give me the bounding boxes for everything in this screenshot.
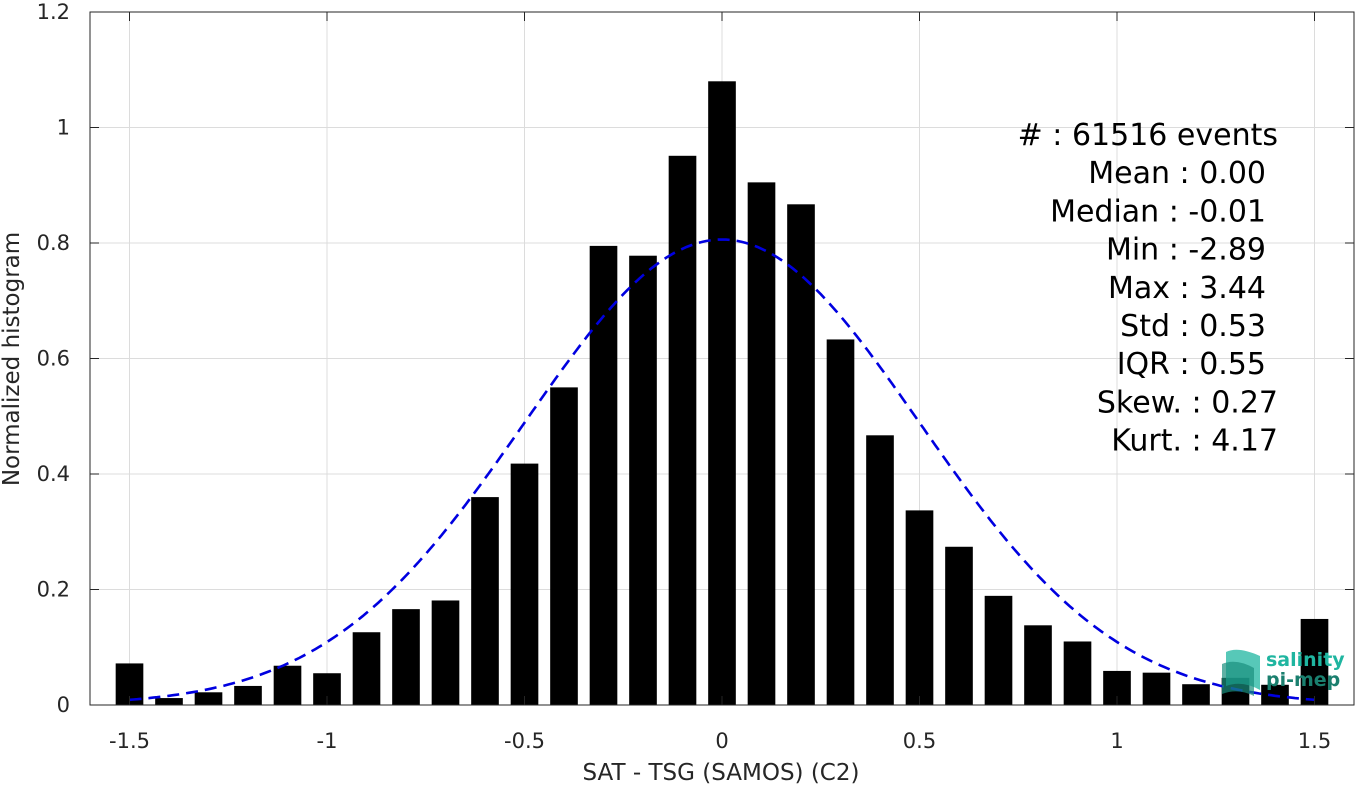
histogram-bar [234, 685, 262, 705]
y-tick-label: 0 [57, 693, 70, 717]
histogram-bar [747, 182, 776, 706]
stats-line: Mean : 0.00 [1088, 156, 1266, 191]
x-tick-label: 0.5 [903, 729, 936, 753]
stats-line: Min : -2.89 [1106, 233, 1266, 268]
histogram-bar [589, 245, 618, 705]
histogram-bar [431, 600, 460, 705]
histogram-bar [905, 510, 934, 705]
axis-ticks [90, 11, 1354, 706]
logo-wave-icon [1222, 649, 1260, 696]
y-tick-label: 1.2 [37, 0, 70, 24]
histogram-bar [629, 255, 657, 705]
histogram-bar [155, 698, 183, 705]
y-tick-label: 0.4 [37, 462, 70, 486]
histogram-bar [1300, 618, 1329, 705]
histogram-bar [1024, 625, 1052, 705]
histogram-bar [471, 497, 499, 705]
histogram-bar [866, 435, 894, 705]
histogram-bar [1142, 672, 1171, 705]
stats-line: Std : 0.53 [1120, 309, 1266, 344]
x-tick-label: -1.5 [109, 729, 150, 753]
histogram-bar [510, 463, 539, 705]
x-tick-label: -1 [317, 729, 338, 753]
histogram-bar [826, 339, 855, 705]
gaussian-fit-curve [129, 238, 1315, 702]
histogram-bar [668, 155, 697, 706]
histogram-bars [115, 81, 1329, 706]
histogram-bar [194, 692, 223, 705]
histogram-bar [1182, 684, 1210, 705]
stats-line: Median : -0.01 [1050, 194, 1266, 229]
stats-line: Kurt. : 4.17 [1111, 424, 1278, 459]
y-tick-label: 0.2 [37, 578, 70, 602]
y-axis-label: Normalized histogram [0, 232, 25, 486]
x-tick-label: 1.5 [1298, 729, 1331, 753]
x-tick-label: 1 [1110, 729, 1123, 753]
logo-line2: pi-mep [1266, 669, 1340, 691]
stats-line: Skew. : 0.27 [1097, 385, 1278, 420]
y-tick-label: 0.6 [37, 347, 70, 371]
stats-line: # : 61516 events [1018, 118, 1278, 153]
x-tick-labels: -1.5 -1 -0.5 0 0.5 1 1.5 [109, 729, 1331, 753]
stats-line: Max : 3.44 [1108, 271, 1266, 306]
histogram-bar [708, 81, 736, 706]
x-tick-label: 0 [715, 729, 728, 753]
histogram-bar [352, 632, 381, 705]
y-tick-labels: 0 0.2 0.4 0.6 0.8 1 1.2 [37, 0, 70, 717]
histogram-bar [945, 546, 973, 705]
histogram-bar [984, 595, 1013, 705]
histogram-bar [273, 665, 302, 705]
histogram-bar [787, 204, 815, 705]
histogram-bar [1063, 641, 1092, 705]
logo-line1: salinity [1266, 649, 1345, 671]
salinity-pimep-logo: salinity pi-mep [1222, 649, 1345, 696]
stats-line: IQR : 0.55 [1117, 347, 1266, 382]
x-axis-label: SAT - TSG (SAMOS) (C2) [583, 760, 860, 785]
y-tick-label: 0.8 [37, 231, 70, 255]
histogram-bar [550, 387, 578, 705]
y-tick-label: 1 [57, 116, 70, 140]
x-tick-label: -0.5 [504, 729, 545, 753]
histogram-bar [392, 609, 420, 705]
